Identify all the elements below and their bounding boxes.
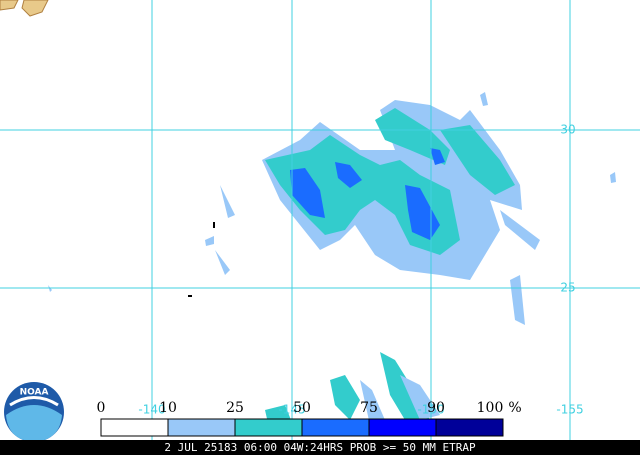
logo-text: NOAA <box>20 388 49 398</box>
footer-text: 2 JUL 25183 06:00 04W:24HRS PROB >= 50 M… <box>164 441 476 454</box>
legend-tick-label: 50 <box>293 400 311 416</box>
legend-tick-label: 10 <box>159 400 177 416</box>
legend-swatch <box>301 418 370 437</box>
legend-tick-label: 100 <box>477 400 504 416</box>
probability-areas <box>48 92 616 432</box>
legend-tick-label: 90 <box>427 400 445 416</box>
noaa-logo: NOAA <box>4 382 64 442</box>
footer-bar <box>0 440 640 455</box>
lon-label: -155 <box>556 403 583 417</box>
legend-swatch <box>100 418 169 437</box>
legend-swatch <box>435 418 504 437</box>
lon-label: -145 <box>278 403 305 417</box>
grid: 30 25 -140 -145 -150 -155 <box>0 0 640 440</box>
legend-swatch <box>368 418 437 437</box>
lat-label: 30 <box>560 123 575 137</box>
legend: 0 10 25 50 75 90 100% <box>97 400 522 437</box>
legend-tick-label: 75 <box>360 400 378 416</box>
legend-swatch <box>167 418 236 437</box>
lon-label: -150 <box>417 403 444 417</box>
lat-label: 25 <box>560 281 575 295</box>
coastline <box>0 0 49 17</box>
lon-label: -140 <box>138 403 165 417</box>
legend-unit: % <box>508 400 521 416</box>
legend-tick-label: 0 <box>97 400 106 416</box>
legend-tick-label: 25 <box>226 400 244 416</box>
legend-swatch <box>234 418 303 437</box>
